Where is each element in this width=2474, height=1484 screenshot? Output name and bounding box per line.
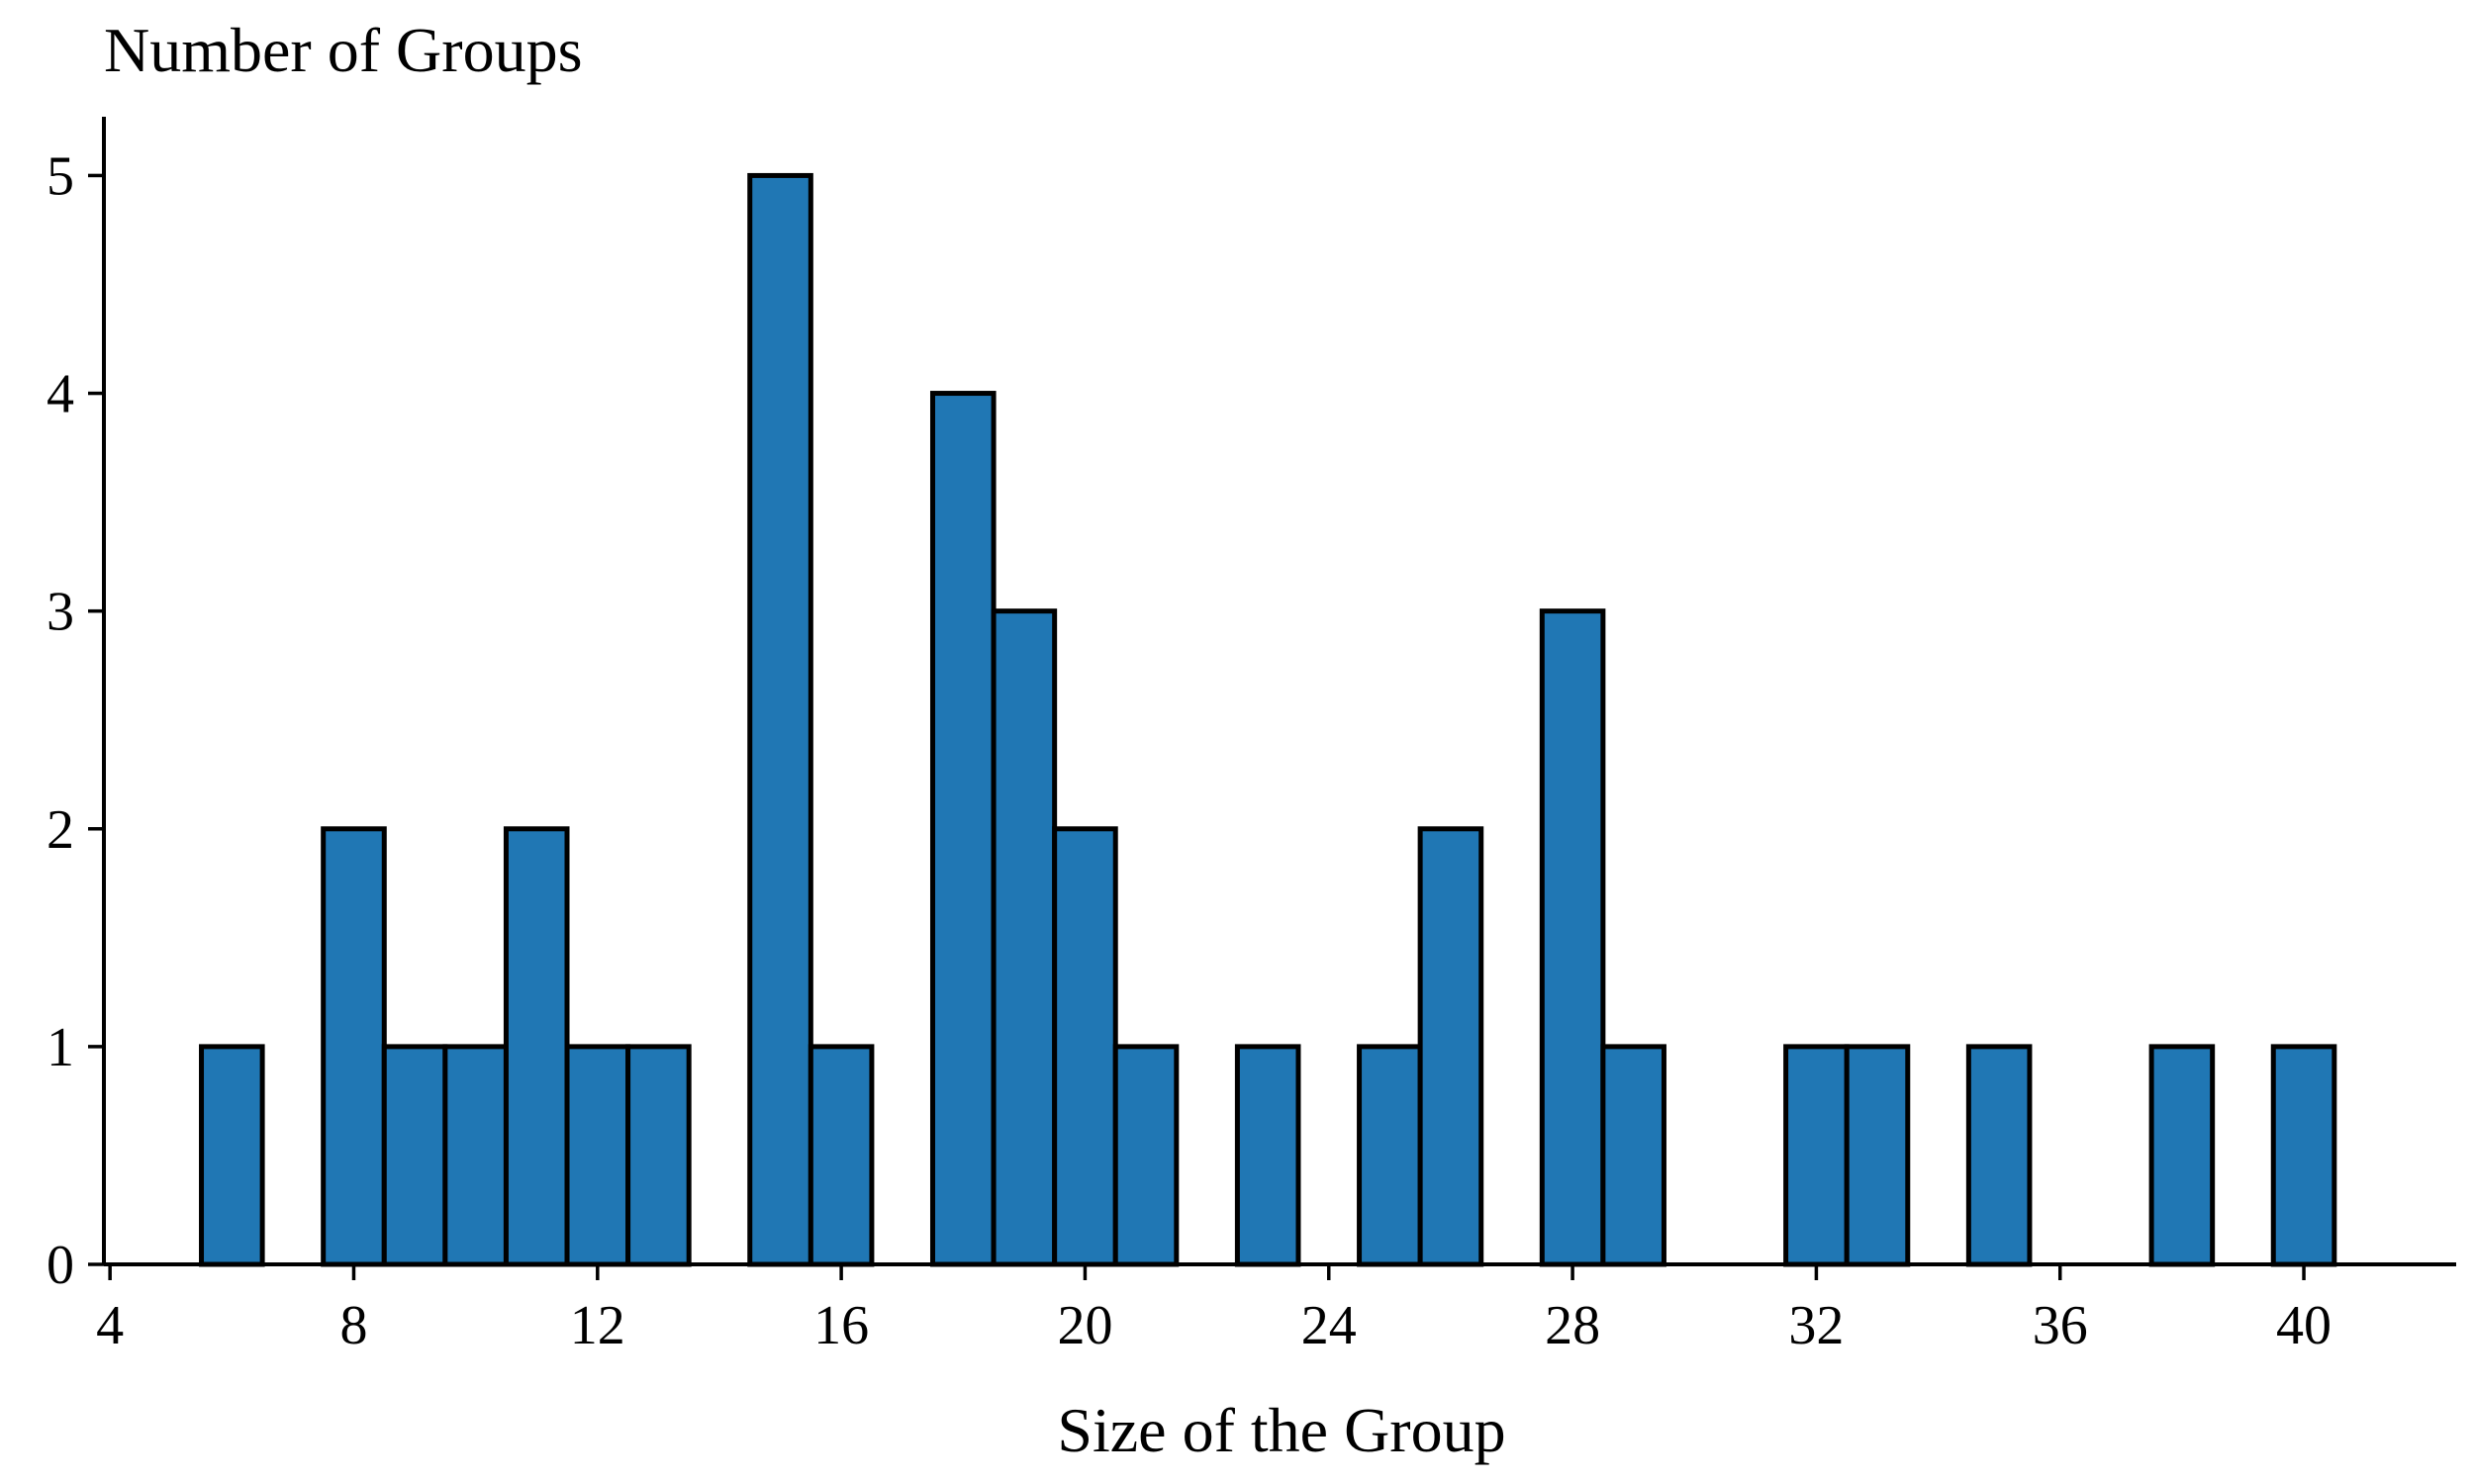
histogram-bar <box>1539 608 1606 1267</box>
x-tick-label: 28 <box>1545 1295 1600 1356</box>
histogram-bar <box>1417 826 1484 1267</box>
histogram-bar <box>321 826 387 1267</box>
x-tick-label: 4 <box>96 1295 124 1356</box>
histogram-bar <box>1783 1044 1850 1267</box>
x-tick-label: 16 <box>813 1295 869 1356</box>
histogram-bar <box>747 172 813 1267</box>
histogram-bar <box>2148 1044 2216 1267</box>
y-tick-label: 2 <box>47 799 74 861</box>
x-ticks-group: 4 8 12 16 20 24 28 32 36 40 <box>96 1264 2331 1356</box>
y-ticks-group: 0 1 2 3 4 5 <box>47 145 104 1296</box>
histogram-bar <box>1844 1044 1911 1267</box>
x-tick-label: 36 <box>2033 1295 2088 1356</box>
y-tick-label: 5 <box>47 145 74 207</box>
histogram-bar <box>199 1044 265 1267</box>
histogram-bar <box>503 826 570 1267</box>
x-axis-title: Size of the Group <box>1057 1395 1505 1465</box>
histogram-bar <box>381 1044 448 1267</box>
y-tick-label: 4 <box>47 364 74 425</box>
y-axis-title: Number of Groups <box>104 15 582 85</box>
y-tick-label: 3 <box>47 582 74 643</box>
histogram-bar <box>1234 1044 1301 1267</box>
histogram-bar <box>1112 1044 1180 1267</box>
x-tick-label: 40 <box>2276 1295 2331 1356</box>
histogram-bar <box>808 1044 875 1267</box>
y-tick-label: 0 <box>47 1235 74 1296</box>
x-tick-label: 24 <box>1301 1295 1357 1356</box>
x-tick-label: 12 <box>570 1295 625 1356</box>
histogram-bar <box>1357 1044 1423 1267</box>
histogram-bar <box>2270 1044 2337 1267</box>
histogram-bar <box>1600 1044 1666 1267</box>
x-tick-label: 20 <box>1057 1295 1112 1356</box>
histogram-bar <box>442 1044 509 1267</box>
histogram-bar <box>625 1044 692 1267</box>
y-tick-label: 1 <box>47 1017 74 1078</box>
histogram-bar <box>1965 1044 2033 1267</box>
bars-group <box>199 172 2337 1267</box>
x-tick-label: 32 <box>1788 1295 1844 1356</box>
histogram-bar <box>564 1044 631 1267</box>
histogram-bar <box>991 608 1058 1267</box>
histogram-bar <box>929 391 997 1267</box>
x-tick-label: 8 <box>339 1295 367 1356</box>
histogram-bar <box>1052 826 1118 1267</box>
